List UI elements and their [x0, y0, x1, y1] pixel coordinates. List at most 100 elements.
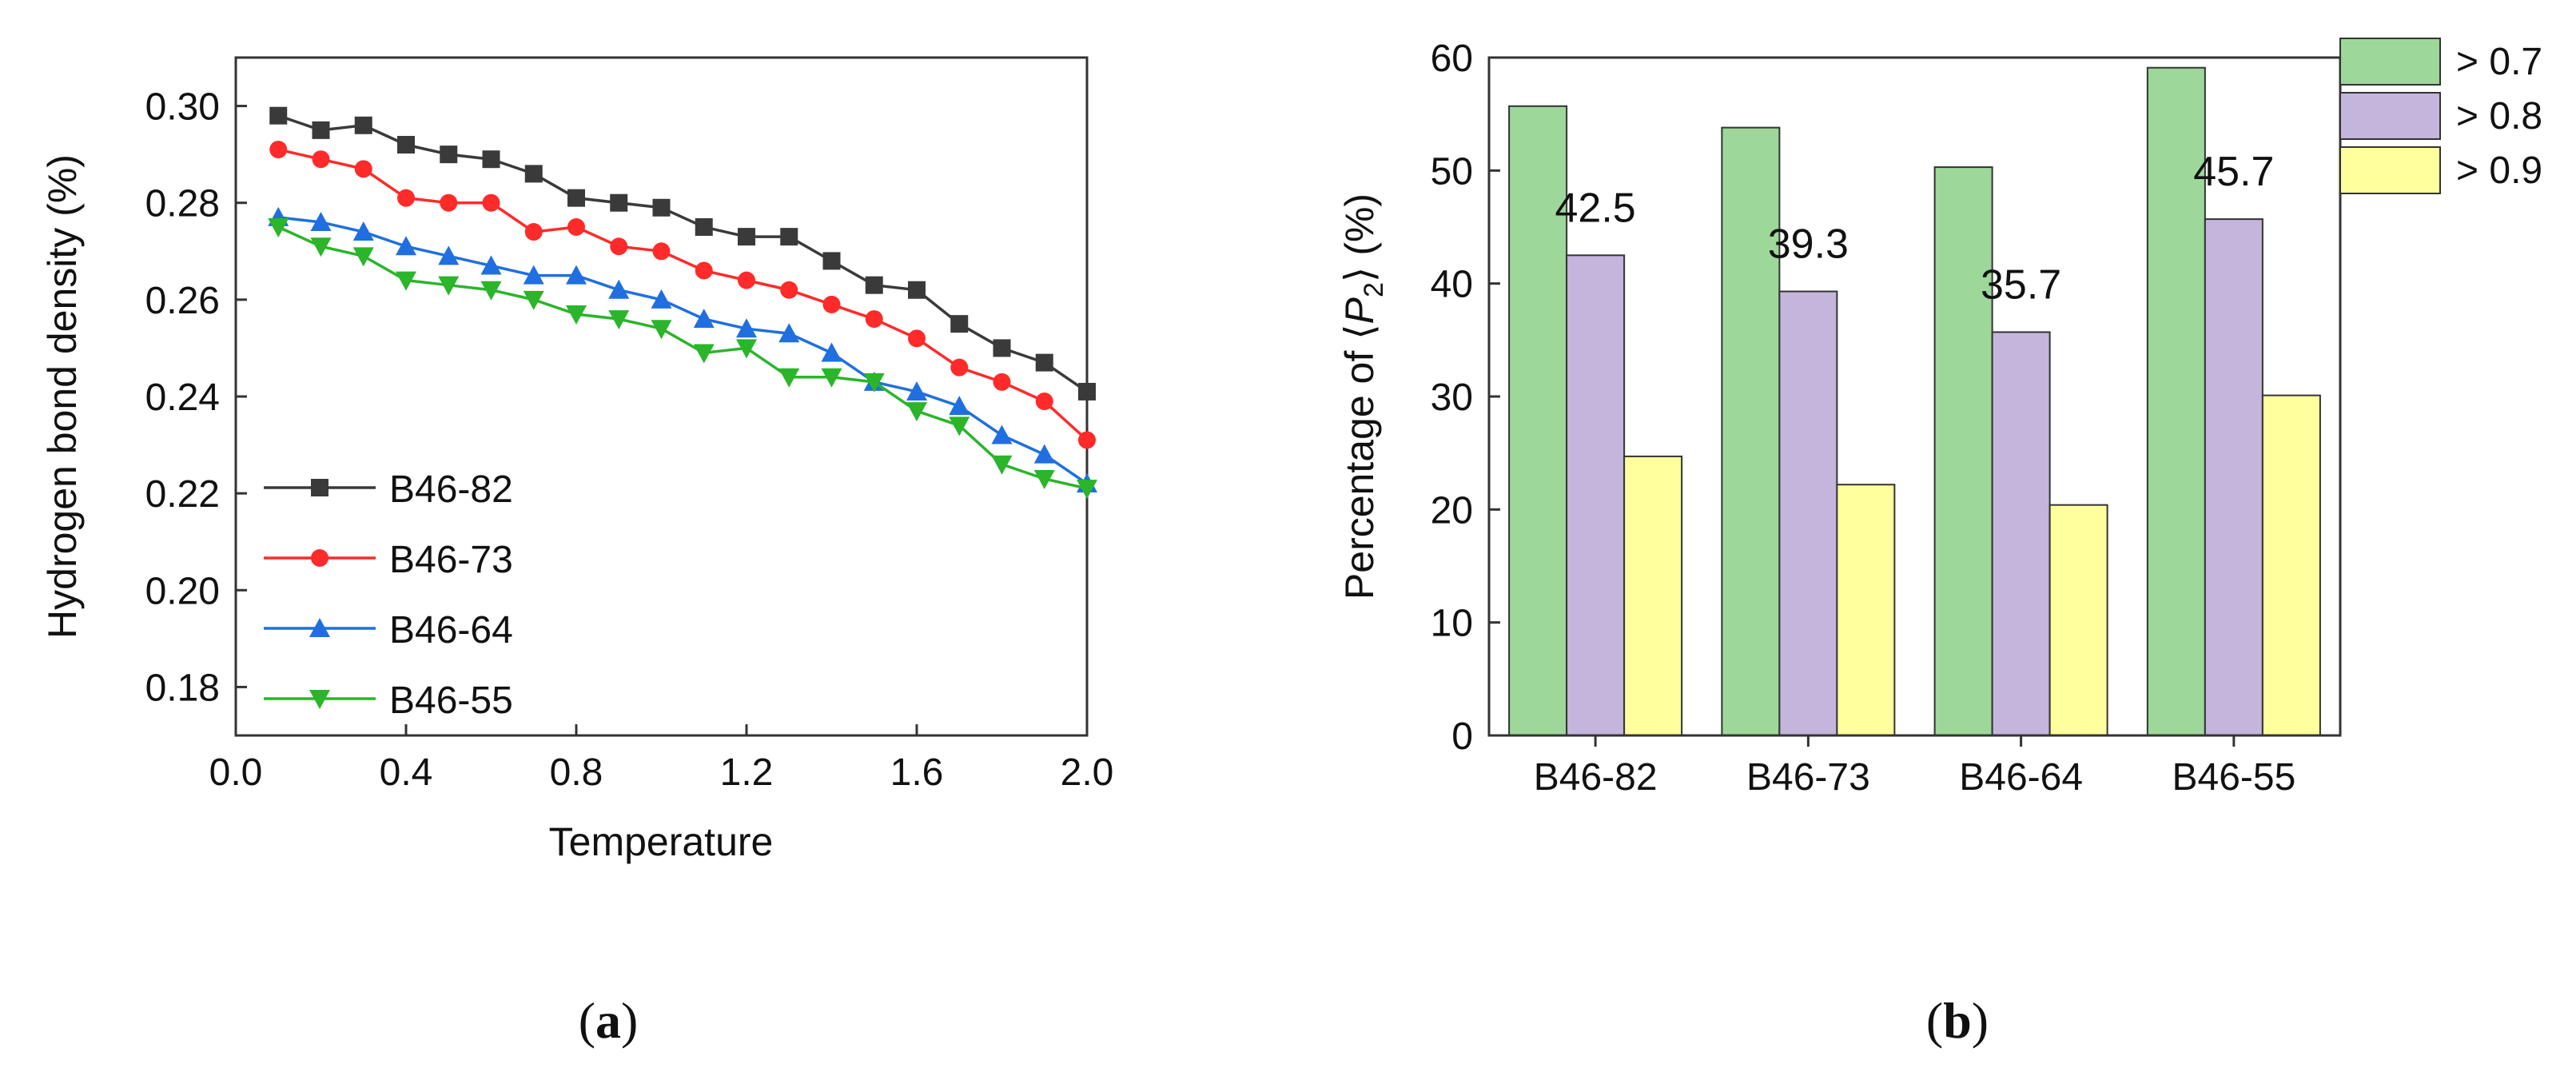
bar: [1991, 331, 2051, 736]
legend-swatch: [2339, 146, 2441, 194]
data-point: [949, 416, 970, 436]
data-point: [736, 318, 757, 338]
data-point: [397, 189, 415, 207]
legend-label: B46-64: [389, 609, 513, 652]
data-point: [991, 424, 1013, 444]
data-point: [778, 368, 800, 388]
data-point: [438, 276, 460, 296]
data-point: [312, 121, 330, 139]
data-point: [865, 276, 883, 294]
legend-label: B46-73: [389, 539, 513, 581]
data-point: [821, 342, 842, 362]
data-point: [567, 189, 585, 207]
bar: [2261, 394, 2321, 736]
data-point: [821, 368, 842, 388]
x-tick-label: 2.0: [1061, 751, 1114, 794]
data-point: [438, 245, 460, 265]
series-line: [277, 225, 1088, 490]
data-point: [908, 281, 926, 299]
data-point: [610, 237, 628, 256]
x-tick-label: B46-73: [1746, 756, 1870, 799]
bar: [1721, 126, 1781, 737]
data-point: [652, 242, 671, 261]
x-tick-label: 0.4: [380, 751, 433, 794]
data-point: [311, 549, 328, 567]
x-tick-label: 0.8: [550, 751, 603, 794]
data-point: [950, 315, 969, 333]
legend-label: > 0.8: [2456, 95, 2542, 137]
legend-label: > 0.9: [2456, 149, 2542, 192]
data-point: [608, 279, 630, 299]
data-point: [482, 193, 500, 212]
series-b46-55: [268, 218, 1097, 500]
y-tick-label: 0.20: [145, 570, 220, 612]
data-point: [608, 310, 630, 330]
x-tick-label: B46-82: [1534, 756, 1658, 799]
data-point: [780, 228, 798, 246]
data-point: [1035, 393, 1053, 411]
data-point: [397, 136, 415, 154]
line-chart-panel: 0.18 0.20 0.22 0.24 0.26 0.28 0.30 0.0 0.4 0.8 1.…: [40, 56, 1114, 1049]
series-b46-73: [269, 141, 1096, 449]
data-point: [524, 165, 543, 183]
data-point: [309, 690, 330, 709]
bar: [1933, 166, 1993, 737]
data-point: [440, 145, 458, 164]
bar-data-label: 39.3: [1768, 221, 1849, 268]
x-tick-label: 1.6: [890, 751, 944, 794]
data-point: [822, 295, 841, 313]
panel-label-b: (b): [1926, 992, 1989, 1049]
data-point: [396, 236, 416, 256]
legend-label: B46-82: [389, 468, 513, 511]
y-tick-label: 30: [1431, 377, 1473, 419]
data-point: [480, 255, 502, 275]
data-point: [610, 193, 628, 212]
legend-swatch: [2339, 92, 2441, 140]
data-point: [523, 290, 544, 310]
data-point: [652, 198, 671, 217]
data-point: [1035, 353, 1053, 372]
data-point: [738, 271, 755, 289]
data-point: [950, 358, 969, 377]
data-point: [311, 479, 328, 496]
data-point: [780, 281, 798, 299]
data-point: [269, 106, 288, 125]
data-point: [1033, 444, 1055, 464]
data-point: [822, 252, 841, 270]
data-point: [396, 271, 416, 291]
plot-frame: [1487, 56, 2342, 737]
y-tick-label: 0.24: [145, 377, 220, 419]
data-point: [566, 265, 587, 285]
data-point: [949, 396, 970, 416]
x-tick-label: B46-55: [2172, 756, 2295, 799]
y-axis-ticks: 0.18 0.20 0.22 0.24 0.26 0.28 0.30: [145, 86, 247, 709]
data-point: [693, 309, 715, 329]
bar: [2204, 218, 2263, 736]
series-b46-64: [268, 206, 1097, 493]
y-tick-label: 0.22: [145, 473, 220, 516]
data-point: [310, 211, 332, 231]
data-point: [738, 228, 755, 246]
data-point: [993, 339, 1011, 357]
data-point: [651, 320, 672, 340]
bar: [1836, 484, 1896, 736]
data-point: [736, 339, 757, 359]
y-tick-label: 0: [1451, 715, 1473, 758]
x-axis-ticks: 0.0 0.4 0.8 1.2 1.6 2.0: [209, 724, 1114, 794]
data-point: [908, 329, 926, 348]
y-axis-label: Hydrogen bond density (%): [40, 154, 85, 639]
data-point: [309, 618, 330, 637]
data-point: [440, 193, 458, 212]
panel-label-a: (a): [579, 992, 639, 1049]
bar: [2048, 504, 2108, 736]
data-point: [906, 381, 927, 401]
data-point: [1077, 480, 1097, 500]
data-point: [352, 221, 374, 241]
y-tick-label: 10: [1431, 603, 1473, 645]
bar: [1508, 105, 1568, 737]
data-point: [567, 218, 585, 236]
bar: [2146, 66, 2206, 737]
legend-label: B46-55: [389, 679, 513, 722]
